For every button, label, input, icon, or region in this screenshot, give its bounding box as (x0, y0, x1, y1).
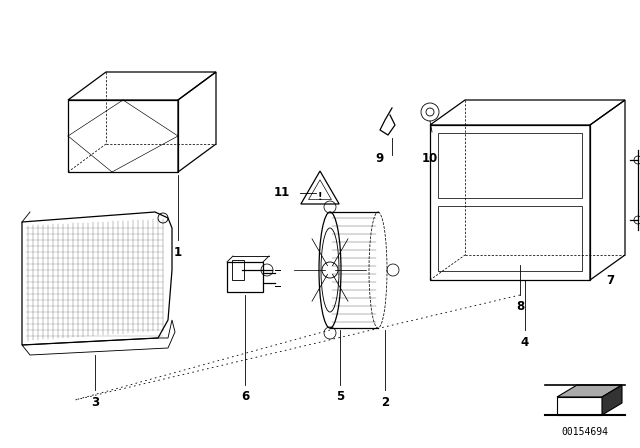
Text: 9: 9 (376, 151, 384, 164)
Text: 1: 1 (174, 246, 182, 258)
Text: 6: 6 (241, 391, 249, 404)
Polygon shape (557, 385, 622, 397)
Text: !: ! (317, 192, 323, 202)
Text: 3: 3 (91, 396, 99, 409)
Text: 10: 10 (422, 151, 438, 164)
Text: 7: 7 (606, 273, 614, 287)
Bar (430, 125, 590, 280)
Text: 8: 8 (516, 301, 524, 314)
Text: 00154694: 00154694 (561, 427, 609, 437)
Bar (438, 133, 582, 198)
Bar (232, 260, 244, 280)
Text: 5: 5 (336, 391, 344, 404)
Polygon shape (602, 385, 622, 415)
Text: 2: 2 (381, 396, 389, 409)
Text: 4: 4 (521, 336, 529, 349)
Bar (438, 206, 582, 271)
Polygon shape (557, 397, 602, 415)
Bar (227, 262, 263, 292)
Text: 11: 11 (274, 186, 290, 199)
